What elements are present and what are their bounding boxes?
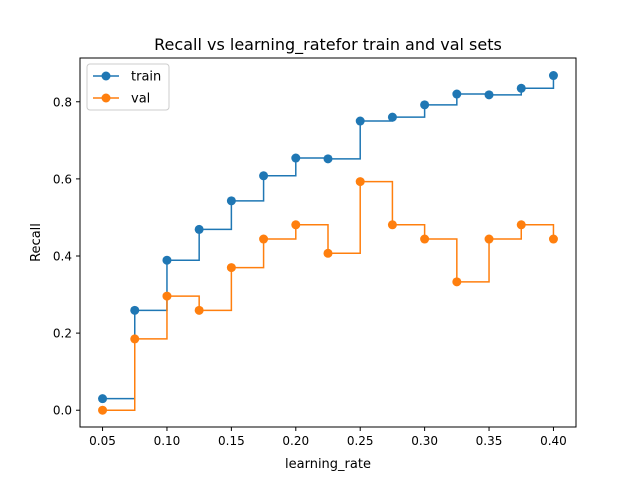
data-point-train — [323, 154, 333, 164]
data-point-train — [484, 90, 494, 100]
data-point-train — [291, 153, 301, 163]
data-point-train — [259, 171, 269, 181]
y-tick-label: 0.0 — [53, 404, 72, 418]
legend: train val — [86, 63, 170, 111]
data-point-val — [226, 263, 236, 273]
data-point-val — [291, 220, 301, 230]
plot-area-frame — [79, 57, 577, 428]
chart-title: Recall vs learning_ratefor train and val… — [154, 35, 502, 55]
y-axis-label: Recall — [29, 223, 44, 262]
x-tick-label: 0.35 — [476, 434, 503, 448]
x-tick-label: 0.20 — [282, 434, 309, 448]
y-tick-label: 0.2 — [53, 327, 72, 341]
legend-marker-val — [101, 93, 111, 103]
data-point-val — [484, 234, 494, 244]
data-point-val — [548, 234, 558, 244]
data-point-val — [452, 277, 462, 287]
data-point-train — [355, 116, 365, 126]
data-point-train — [420, 100, 430, 110]
y-tick-label: 0.6 — [53, 172, 72, 186]
data-point-val — [162, 291, 172, 301]
data-point-train — [548, 71, 558, 81]
data-point-train — [98, 394, 108, 404]
data-point-val — [420, 234, 430, 244]
y-tick-label: 0.8 — [53, 95, 72, 109]
data-point-train — [226, 196, 236, 206]
x-tick-label: 0.05 — [89, 434, 116, 448]
data-point-train — [516, 83, 526, 93]
data-point-val — [516, 220, 526, 230]
data-point-val — [98, 405, 108, 415]
x-tick-label: 0.40 — [540, 434, 567, 448]
data-point-val — [387, 220, 397, 230]
data-point-train — [194, 224, 204, 234]
data-point-val — [130, 334, 140, 344]
data-point-val — [323, 248, 333, 258]
x-tick-label: 0.30 — [411, 434, 438, 448]
data-point-val — [259, 234, 269, 244]
data-point-train — [387, 112, 397, 122]
data-point-val — [355, 177, 365, 187]
data-point-train — [162, 255, 172, 265]
legend-label-train: train — [131, 70, 161, 85]
legend-label-val: val — [131, 92, 150, 107]
y-tick-label: 0.4 — [53, 249, 72, 263]
series-layer — [98, 71, 558, 415]
data-point-val — [194, 305, 204, 315]
y-axis-ticks: 0.0 0.2 0.4 0.6 0.8 — [53, 95, 80, 418]
x-axis-label: learning_rate — [285, 457, 371, 472]
x-tick-label: 0.15 — [218, 434, 245, 448]
legend-marker-train — [101, 71, 111, 81]
x-axis-ticks: 0.05 0.10 0.15 0.20 0.25 0.30 0.35 0.40 — [89, 427, 567, 448]
data-point-train — [130, 305, 140, 315]
data-point-train — [452, 89, 462, 99]
x-tick-label: 0.25 — [347, 434, 374, 448]
x-tick-label: 0.10 — [154, 434, 181, 448]
